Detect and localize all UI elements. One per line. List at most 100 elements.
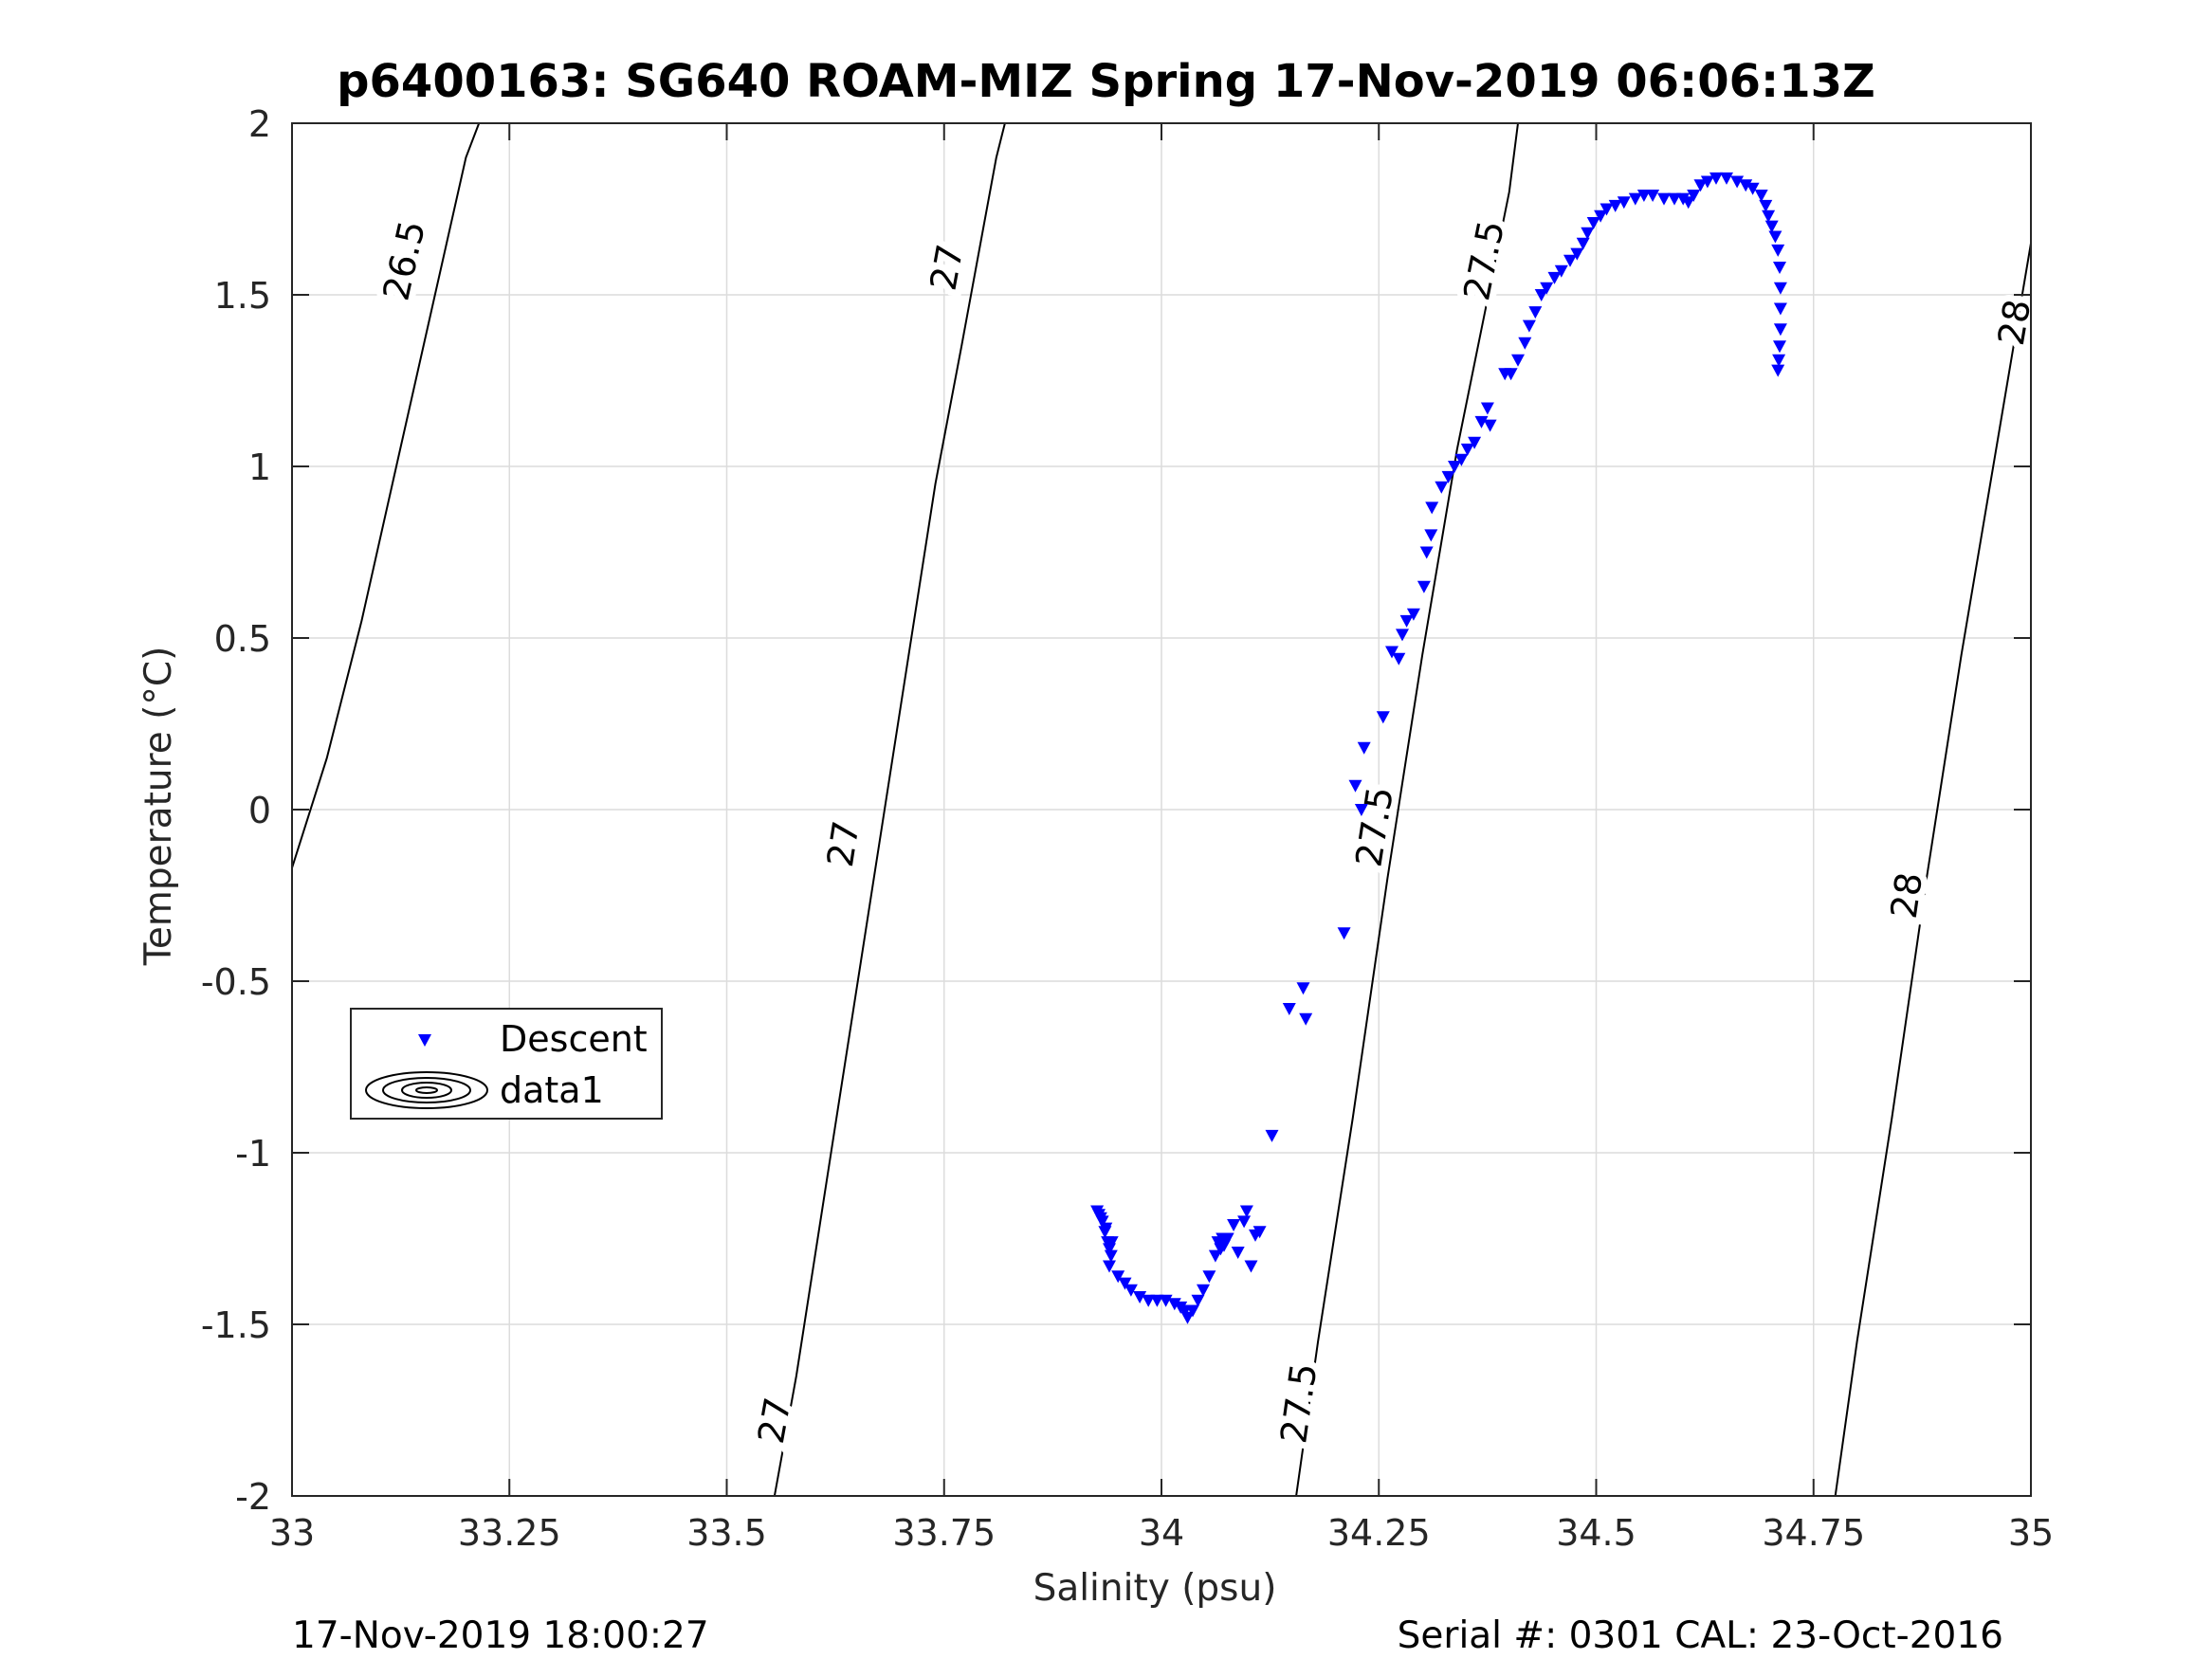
descent-point <box>1150 1294 1164 1307</box>
x-tick-label: 33.5 <box>686 1512 767 1554</box>
descent-point <box>1197 1284 1210 1297</box>
descent-point <box>1600 203 1614 216</box>
descent-point <box>1448 461 1461 473</box>
descent-point <box>1768 230 1782 244</box>
descent-point <box>1180 1311 1195 1324</box>
contour-label: 26.5 <box>375 217 434 304</box>
descent-point <box>1231 1247 1245 1259</box>
footer-timestamp: 17-Nov-2019 18:00:27 <box>292 1614 709 1657</box>
x-tick-label: 33.75 <box>892 1512 996 1554</box>
descent-point <box>1111 1270 1125 1284</box>
descent-point <box>1681 196 1695 210</box>
descent-point <box>1296 982 1310 995</box>
descent-point <box>1142 1294 1156 1307</box>
descent-point <box>1534 289 1548 301</box>
descent-point <box>1118 1277 1132 1290</box>
descent-point <box>1099 1222 1113 1235</box>
descent-point <box>1709 172 1723 185</box>
descent-point <box>1771 244 1785 257</box>
density-contours <box>291 122 2032 1497</box>
descent-point <box>1594 210 1608 223</box>
descent-point <box>1357 741 1371 755</box>
descent-point <box>1483 419 1497 432</box>
grid-lines <box>291 122 2032 1497</box>
descent-point <box>1244 1260 1258 1273</box>
descent-point <box>1608 199 1622 212</box>
x-tick-label: 35 <box>2008 1512 2054 1554</box>
descent-point <box>1265 1129 1279 1142</box>
footer-serial-cal: Serial #: 0301 CAL: 23-Oct-2016 <box>1397 1614 2003 1657</box>
descent-point <box>1700 175 1714 189</box>
descent-point <box>1581 227 1595 240</box>
descent-point <box>1576 237 1590 250</box>
descent-point <box>1103 1260 1116 1273</box>
descent-point <box>1628 192 1642 206</box>
descent-point <box>1474 415 1489 428</box>
descent-point <box>1392 652 1406 665</box>
descent-point <box>1124 1284 1138 1297</box>
y-tick-label: 1 <box>248 447 271 488</box>
chart-title: p6400163: SG640 ROAM-MIZ Spring 17-Nov-2… <box>337 55 1875 108</box>
descent-point <box>1186 1304 1199 1318</box>
descent-point <box>1211 1236 1225 1249</box>
legend-data1-label: data1 <box>500 1069 604 1111</box>
y-tick-label: -1 <box>235 1133 271 1175</box>
y-tick-label: 2 <box>248 103 271 145</box>
descent-point <box>1773 323 1787 337</box>
descent-point <box>1202 1270 1216 1284</box>
descent-point <box>1636 190 1651 202</box>
x-tick-label: 34.25 <box>1327 1512 1431 1554</box>
y-tick-label: -2 <box>235 1476 271 1518</box>
descent-point <box>1746 182 1760 195</box>
legend-contour-glyph <box>415 1086 438 1094</box>
y-tick-label: 0.5 <box>214 618 271 660</box>
descent-point <box>1518 337 1532 350</box>
descent-point <box>1435 481 1449 494</box>
descent-point <box>1773 302 1787 316</box>
contour-line <box>1295 122 1519 1497</box>
descent-point <box>1764 220 1779 233</box>
descent-point <box>1424 529 1438 542</box>
descent-point <box>1441 470 1455 483</box>
descent-point <box>1720 172 1733 185</box>
descent-point <box>1773 340 1786 354</box>
descent-point <box>1348 779 1362 793</box>
x-tick-label: 34 <box>1139 1512 1184 1554</box>
descent-point <box>1771 364 1785 377</box>
x-tick-label: 34.75 <box>1762 1512 1865 1554</box>
descent-point <box>1159 1294 1173 1307</box>
descent-point <box>1468 436 1482 449</box>
legend-descent-marker <box>418 1034 431 1047</box>
x-tick-label: 33 <box>269 1512 315 1554</box>
y-tick-label: -1.5 <box>201 1304 271 1346</box>
descent-point <box>1376 711 1390 724</box>
descent-point <box>1417 580 1431 593</box>
descent-point <box>1133 1291 1147 1304</box>
descent-point <box>1687 190 1701 202</box>
legend-descent-label: Descent <box>500 1018 648 1060</box>
descent-point <box>1093 1212 1107 1225</box>
legend-contour-glyph <box>382 1077 471 1103</box>
x-axis-label: Salinity (psu) <box>1033 1567 1277 1610</box>
descent-point <box>1570 247 1584 261</box>
contour-label: 27.5 <box>1455 217 1512 304</box>
y-axis-ticks: -2 -1.5 -1 -0.5 0 0.5 1 1.5 2 <box>201 103 2031 1518</box>
descent-point <box>1354 804 1368 816</box>
descent-point <box>1762 210 1776 223</box>
descent-point <box>1554 264 1568 278</box>
descent-point <box>1191 1294 1205 1307</box>
legend-contour-glyph <box>365 1071 488 1109</box>
descent-point <box>1504 368 1518 381</box>
descent-point <box>1540 282 1554 295</box>
descent-point <box>1759 199 1773 212</box>
x-axis-ticks: 33 33.25 33.5 33.75 34 34.25 34.5 34.75 35 <box>269 123 2054 1554</box>
descent-point <box>1754 190 1768 202</box>
descent-point <box>1252 1226 1267 1239</box>
descent-point <box>1480 402 1494 415</box>
descent-point <box>1419 546 1434 559</box>
descent-point <box>1105 1236 1119 1249</box>
x-tick-label: 33.25 <box>458 1512 561 1554</box>
contour-line <box>1834 243 2032 1497</box>
y-tick-label: 1.5 <box>214 275 271 317</box>
